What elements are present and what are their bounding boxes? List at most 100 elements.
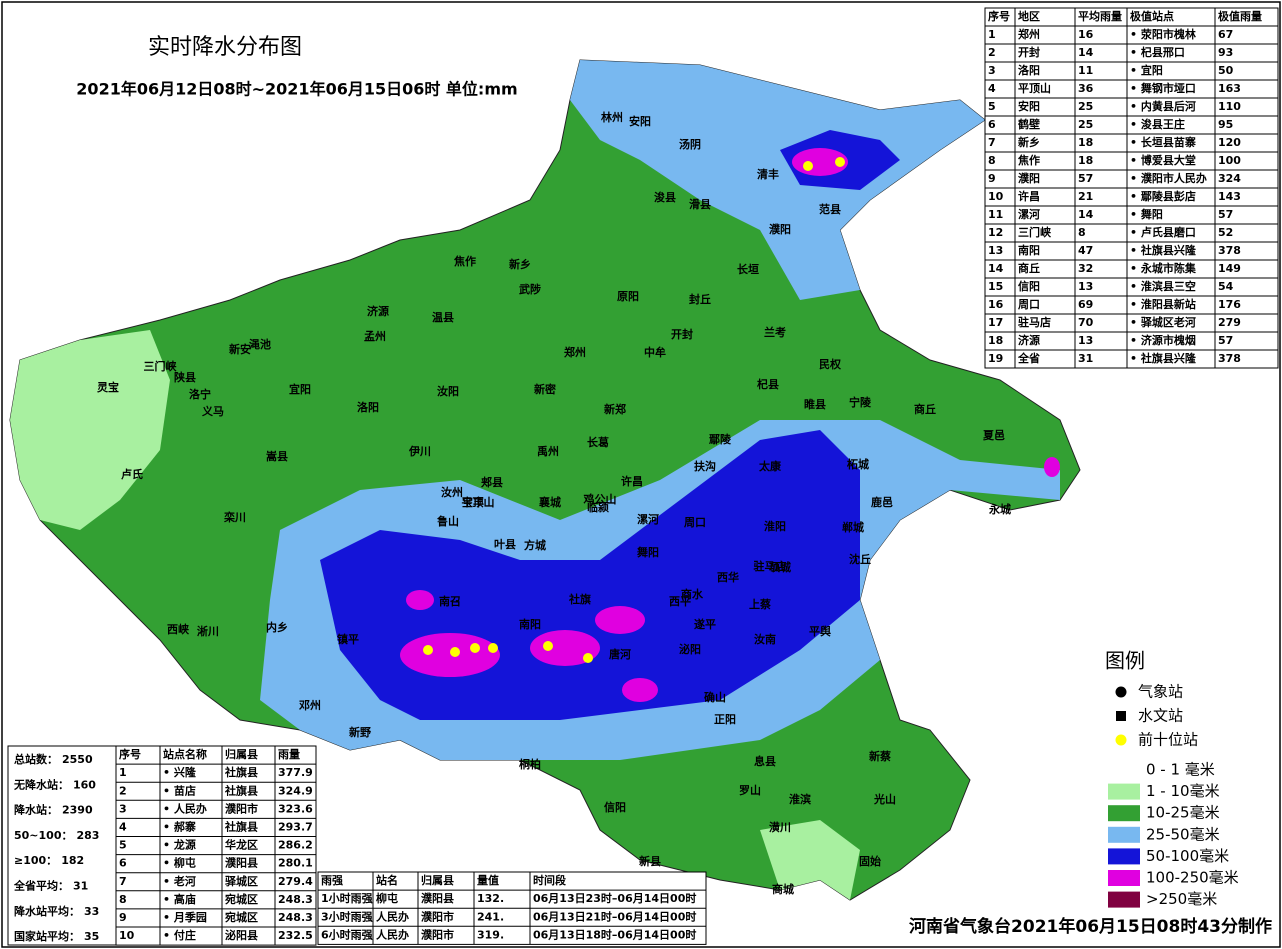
table-header: 平均雨量 (1078, 9, 1122, 23)
table-cell: 5 (988, 100, 996, 113)
table-cell: 洛阳 (1018, 63, 1040, 77)
place-name: 汝南 (754, 632, 776, 646)
legend-label: 1 - 10毫米 (1146, 782, 1220, 800)
table-cell: 378 (1218, 244, 1241, 257)
table-cell: 柳屯 (376, 891, 398, 905)
summary-value: 160 (73, 778, 96, 791)
table-cell: 280.1 (278, 857, 313, 870)
table-cell: 95 (1218, 118, 1233, 131)
table-cell: 11 (1078, 64, 1093, 77)
summary-value: 35 (84, 930, 99, 943)
place-name: 信阳 (604, 800, 626, 814)
table-header: 极值站点 (1130, 9, 1174, 23)
table-cell: 378 (1218, 352, 1241, 365)
table-cell: 1 (988, 28, 996, 41)
legend-label: 前十位站 (1138, 731, 1198, 749)
place-name: 漯河 (637, 512, 659, 526)
place-name: 襄城 (538, 495, 561, 509)
table-cell: 焦作 (1017, 153, 1040, 167)
place-name: 夏邑 (983, 429, 1005, 442)
place-name: 南召 (439, 594, 461, 608)
table-cell: 18 (1078, 154, 1093, 167)
table-cell: • 永城市陈集 (1130, 261, 1197, 275)
place-name: 息县 (754, 754, 776, 768)
table-cell: 濮阳 (1018, 171, 1040, 185)
place-name: 原阳 (617, 289, 639, 303)
place-name: 禹州 (537, 444, 559, 458)
summary-value: 2390 (62, 804, 93, 817)
table-cell: • 柳屯 (163, 856, 196, 870)
summary-item: 国家站平均： 35 (14, 929, 99, 943)
subtitle: 2021年06月12日08时~2021年06月15日06时 单位:mm (76, 80, 517, 99)
place-name: 范县 (819, 202, 841, 216)
table-cell: • 人民办 (163, 801, 207, 815)
table-cell: 54 (1218, 280, 1234, 293)
place-name: 唐河 (609, 647, 631, 661)
table-cell: • 郝寨 (163, 819, 196, 833)
table-cell: 120 (1218, 136, 1241, 149)
place-name: 濮阳 (769, 222, 791, 236)
table-cell: 南阳 (1018, 243, 1040, 257)
table-cell: 13 (1078, 280, 1093, 293)
table-cell: • 舞阳 (1130, 207, 1163, 221)
table-header: 雨强 (321, 874, 343, 887)
table-cell: 13 (1078, 334, 1093, 347)
table-cell: 14 (1078, 46, 1094, 59)
legend-label: 0 - 1 毫米 (1146, 761, 1215, 779)
table-cell: 人民办 (376, 927, 409, 941)
summary-item: 降水站： 2390 (14, 803, 93, 817)
table-cell: • 濮阳市人民办 (1130, 171, 1207, 185)
moderate-rain-north (570, 60, 985, 300)
table-cell: • 月季园 (163, 910, 207, 924)
storm-area (622, 678, 658, 702)
place-name: 西华 (717, 570, 739, 584)
legend-swatch (1108, 826, 1140, 843)
place-name: 孟州 (364, 329, 386, 343)
legend-swatch (1108, 783, 1140, 800)
table-cell: 济源 (1018, 333, 1040, 347)
place-name: 渑池 (249, 337, 271, 351)
place-name: 新乡 (509, 257, 531, 271)
table-cell: 6小时雨强 (321, 927, 373, 941)
table-cell: 鹤壁 (1018, 117, 1040, 131)
table-cell: 293.7 (278, 820, 313, 833)
summary-box (7, 745, 117, 946)
place-name: 兰考 (764, 325, 786, 339)
table-cell: 信阳 (1018, 279, 1040, 293)
place-name: 宁陵 (849, 395, 872, 409)
table-cell: 7 (119, 875, 127, 888)
legend-label: 25-50毫米 (1146, 825, 1220, 843)
table-cell: • 淮阳县新站 (1130, 297, 1196, 311)
table-cell: 人民办 (376, 909, 409, 923)
top-station (423, 645, 433, 655)
table-cell: 18 (988, 334, 1003, 347)
table-cell: 93 (1218, 46, 1233, 59)
place-name: 武陟 (519, 282, 541, 296)
table-cell: 许昌 (1018, 189, 1040, 203)
table-cell: 248.3 (278, 911, 313, 924)
table-cell: • 博爱县大堂 (1130, 153, 1196, 167)
table-cell: 47 (1078, 244, 1093, 257)
place-name: 睢县 (804, 397, 826, 411)
place-name: 镇平 (337, 632, 359, 646)
table-cell: 17 (988, 316, 1003, 329)
table-cell: 平顶山 (1018, 81, 1051, 95)
place-name: 滑县 (689, 197, 711, 211)
place-name: 淮阳 (764, 519, 786, 533)
table-cell: 4 (119, 820, 127, 833)
top-ten-dots (423, 157, 845, 663)
table-cell: 11 (988, 208, 1003, 221)
storm-area (595, 606, 645, 634)
storm-area (400, 633, 500, 677)
table-header: 量值 (477, 873, 499, 887)
top-station (488, 643, 498, 653)
table-header: 序号 (119, 747, 141, 761)
place-name: 鸡公山 (583, 492, 617, 506)
table-header: 雨量 (278, 748, 300, 761)
table-header: 归属县 (421, 873, 454, 887)
place-name: 新蔡 (869, 749, 891, 763)
summary-value: 31 (73, 880, 88, 893)
table-cell: 324.9 (278, 784, 313, 797)
top-station (583, 653, 593, 663)
